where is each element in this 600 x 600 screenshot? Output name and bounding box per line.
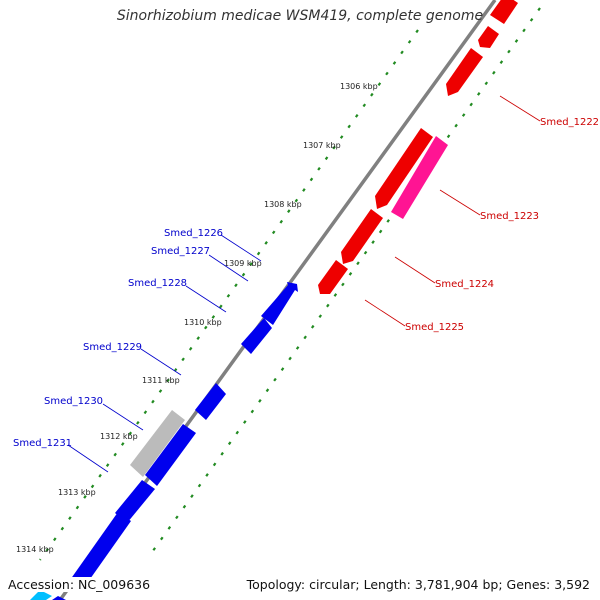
tick-labels: 1306 kbp 1307 kbp 1308 kbp 1309 kbp 1310… [16, 82, 378, 554]
forward-strand-genes [30, 282, 298, 600]
tick-label: 1308 kbp [264, 200, 302, 209]
gene-arrow-smed-1224[interactable] [341, 209, 383, 264]
gene-arrow-smed-1226[interactable] [261, 282, 298, 325]
leader-line [394, 256, 436, 284]
tick-track-outer [39, 29, 419, 561]
tick-label: 1312 kbp [100, 432, 138, 441]
leader-line [67, 444, 109, 473]
tick-label: 1314 kbp [16, 545, 54, 554]
gene-label-smed-1227[interactable]: Smed_1227 [151, 246, 210, 257]
left-gene-labels: Smed_1226 Smed_1227 Smed_1228 Smed_1229 … [13, 228, 262, 473]
leader-line [499, 95, 541, 122]
gene-label-smed-1225[interactable]: Smed_1225 [405, 322, 464, 333]
gene-arrow-smed-1230[interactable] [145, 424, 196, 486]
gene-label-smed-1231[interactable]: Smed_1231 [13, 438, 72, 449]
gene-label-smed-1222[interactable]: Smed_1222 [540, 117, 599, 128]
tick-label: 1307 kbp [303, 141, 341, 150]
tick-label: 1309 kbp [224, 259, 262, 268]
leader-line [102, 403, 144, 431]
gene-arrow-smed-1232[interactable] [70, 512, 131, 589]
right-gene-labels: Smed_1222 Smed_1223 Smed_1224 Smed_1225 [364, 95, 599, 333]
gene-arrow-smed-1221b[interactable] [478, 26, 499, 48]
leader-line [185, 285, 227, 313]
gene-label-smed-1224[interactable]: Smed_1224 [435, 279, 494, 290]
accession-label: Accession: NC_009636 [8, 577, 151, 592]
map-title: Sinorhizobium medicae WSM419, complete g… [116, 8, 484, 24]
gene-pseudogene[interactable] [130, 410, 185, 477]
tick-track-inner [149, 7, 541, 556]
tick-label: 1306 kbp [340, 82, 378, 91]
leader-line [439, 189, 481, 216]
leader-line [140, 348, 182, 376]
tick-dot-tracks [39, 7, 541, 561]
gene-arrow-smed-1227[interactable] [241, 318, 272, 354]
leader-line [364, 299, 406, 327]
topology-summary: Topology: circular; Length: 3,781,904 bp… [246, 577, 590, 592]
gene-arrow-smed-1231[interactable] [115, 480, 155, 523]
gene-arrow-smed-1222[interactable] [446, 48, 483, 96]
gene-label-smed-1226[interactable]: Smed_1226 [164, 228, 223, 239]
gene-arrow-smed-1223[interactable] [391, 136, 448, 219]
tick-label: 1311 kbp [142, 376, 180, 385]
gene-arrow-partial-cyan[interactable] [30, 590, 52, 600]
gene-label-smed-1228[interactable]: Smed_1228 [128, 278, 187, 289]
gene-arrow-smed-1221[interactable] [490, 0, 518, 24]
leader-line [220, 234, 262, 262]
gene-arrow-smed-1225[interactable] [318, 260, 348, 294]
gene-arrow-smed-1223b[interactable] [375, 128, 433, 209]
gene-arrow-partial-blue[interactable] [52, 596, 66, 600]
gene-label-smed-1229[interactable]: Smed_1229 [83, 342, 142, 353]
gene-arrow-smed-1229[interactable] [195, 383, 226, 420]
reverse-strand-genes [318, 0, 518, 294]
tick-label: 1313 kbp [58, 488, 96, 497]
gene-label-smed-1223[interactable]: Smed_1223 [480, 211, 539, 222]
tick-label: 1310 kbp [184, 318, 222, 327]
gene-label-smed-1230[interactable]: Smed_1230 [44, 396, 103, 407]
leader-line [208, 254, 249, 282]
